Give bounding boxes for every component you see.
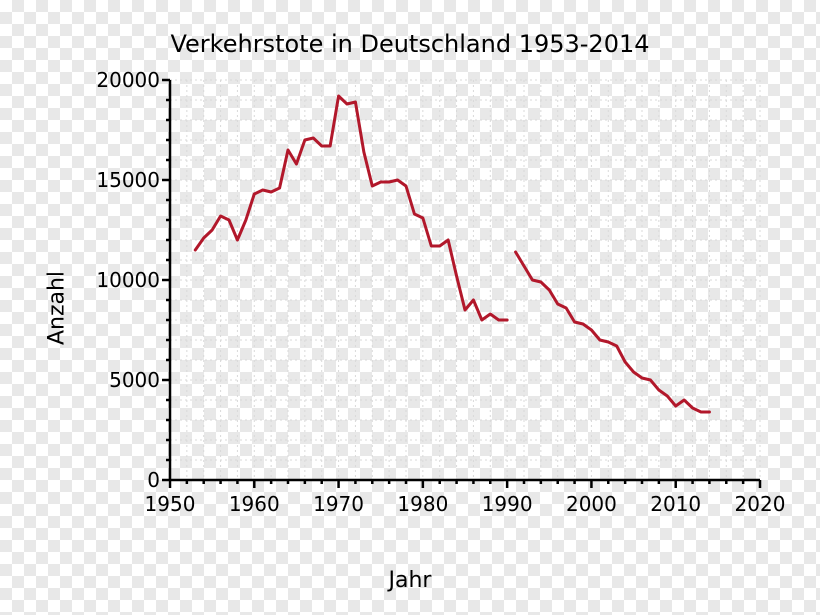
- x-tick-label: 2020: [735, 492, 786, 516]
- x-tick-label: 1950: [145, 492, 196, 516]
- x-tick-label: 1970: [313, 492, 364, 516]
- plot-area: [170, 80, 760, 480]
- x-axis-label: Jahr: [0, 568, 820, 593]
- line-series-unified: [516, 252, 710, 412]
- y-axis-label: Anzahl: [45, 270, 70, 344]
- x-tick-label: 1990: [482, 492, 533, 516]
- x-tick-label: 1960: [229, 492, 280, 516]
- y-tick-label: 10000: [80, 268, 160, 292]
- x-tick-label: 2000: [566, 492, 617, 516]
- chart-title: Verkehrstote in Deutschland 1953-2014: [0, 30, 820, 58]
- y-tick-label: 15000: [80, 168, 160, 192]
- x-tick-label: 2010: [650, 492, 701, 516]
- y-tick-label: 0: [80, 468, 160, 492]
- y-tick-label: 5000: [80, 368, 160, 392]
- y-tick-label: 20000: [80, 68, 160, 92]
- line-series-west: [195, 96, 507, 320]
- x-tick-label: 1980: [397, 492, 448, 516]
